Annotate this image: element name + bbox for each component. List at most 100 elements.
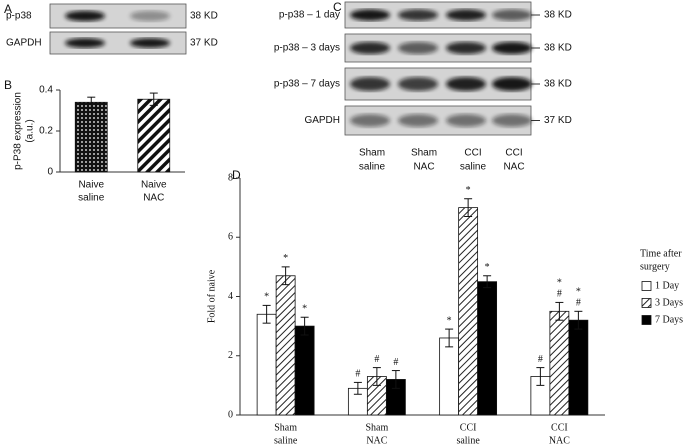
blot-band (350, 114, 390, 127)
blot-band (130, 38, 170, 48)
significance-mark: * (283, 253, 288, 264)
bar (477, 281, 498, 416)
blot-band (492, 114, 532, 127)
legend-label: 1 Day (655, 280, 679, 291)
y-tick-label: 8 (228, 172, 233, 183)
bar (294, 325, 315, 416)
blot-band (492, 41, 532, 55)
x-tick-label: Sham (274, 422, 297, 433)
x-tick-label: saline (78, 193, 105, 204)
significance-mark: # (393, 357, 398, 368)
x-tick-label: saline (456, 435, 480, 446)
significance-mark: * (485, 262, 490, 273)
x-tick-label: Naive (141, 180, 167, 191)
x-tick-label: NAC (366, 435, 387, 446)
lane-label: CCI (505, 148, 522, 159)
blot-label: p-p38 – 7 days (274, 79, 340, 90)
x-tick-label: NAC (549, 435, 570, 446)
significance-mark: # (374, 354, 379, 365)
lane-label: Sham (359, 148, 385, 159)
bar (256, 313, 277, 416)
blot-band (65, 10, 105, 22)
lane-label: saline (460, 162, 487, 173)
blot-band (446, 76, 486, 92)
blot-label: GAPDH (304, 115, 340, 126)
blot-band (130, 10, 170, 22)
lane-label: NAC (413, 162, 434, 173)
y-tick-label: 0 (47, 167, 53, 178)
x-tick-label: saline (274, 435, 298, 446)
panel-label: A (4, 2, 12, 16)
bar (568, 319, 589, 416)
blot-band (446, 114, 486, 127)
significance-mark: # (557, 289, 562, 300)
blot-band (446, 41, 486, 55)
legend-swatch (641, 298, 652, 308)
blot-size: 38 KD (190, 11, 218, 22)
x-tick-label: Sham (365, 422, 388, 433)
y-axis-label: Fold of naive (206, 269, 217, 323)
legend-title: surgery (640, 261, 670, 272)
significance-mark: # (355, 369, 360, 380)
significance-mark: * (264, 292, 269, 303)
bar (137, 98, 171, 173)
bar (439, 337, 460, 416)
legend-label: 3 Days (655, 297, 683, 308)
blot-size: 38 KD (544, 79, 572, 90)
panel-label: D (232, 168, 241, 182)
y-tick-label: 0.4 (39, 85, 53, 96)
significance-mark: * (466, 185, 471, 196)
y-axis-label: (a.u.) (25, 119, 36, 142)
bar (275, 275, 296, 416)
lane-label: CCI (464, 148, 481, 159)
blot-label: p-p38 – 3 days (274, 43, 340, 54)
blot-size: 38 KD (544, 10, 572, 21)
lane-label: NAC (503, 162, 524, 173)
chart: 0 2 4 6 8 Fold of naive Sham saline Sham NAC CCI sa… (206, 172, 683, 446)
legend-swatch (641, 315, 652, 325)
y-tick-label: 2 (228, 350, 233, 361)
y-tick-label: 6 (228, 232, 233, 243)
blot-band (350, 9, 390, 21)
legend-label: 7 Days (655, 314, 683, 325)
lane-label: saline (359, 162, 386, 173)
blot-band (398, 41, 438, 55)
blot-strip (49, 31, 187, 55)
x-tick-label: CCI (551, 422, 568, 433)
x-tick-label: NAC (143, 193, 164, 204)
blot-band (492, 76, 532, 92)
significance-mark: * (576, 287, 581, 298)
blot-size: 37 KD (190, 38, 218, 49)
blot-band (398, 9, 438, 21)
significance-mark: * (302, 304, 307, 315)
lane-label: Sham (411, 148, 437, 159)
x-tick-label: CCI (460, 422, 477, 433)
blot-band (492, 9, 532, 21)
x-tick-label: Naive (78, 180, 104, 191)
y-tick-label: 0.2 (39, 126, 53, 137)
blot-label: GAPDH (6, 38, 42, 49)
significance-mark: # (576, 298, 581, 309)
bar (74, 101, 108, 173)
blot-label: p-p38 – 1 day (279, 10, 340, 21)
blot-band (350, 76, 390, 92)
blot-band (65, 38, 105, 48)
significance-mark: * (447, 315, 452, 326)
blot-band (350, 41, 390, 55)
bar (458, 207, 479, 416)
blot-band (398, 76, 438, 92)
significance-mark: # (538, 354, 543, 365)
panel-label: B (4, 78, 12, 92)
legend-swatch (641, 281, 652, 291)
chart: 0 0.2 0.4 p-P38 expression (a.u.) Naive saline… (13, 85, 185, 204)
legend-title: Time after (640, 248, 682, 259)
y-tick-label: 4 (228, 291, 233, 302)
y-tick-label: 0 (228, 409, 233, 420)
blot-label: p-p38 (6, 11, 32, 22)
blot-size: 37 KD (544, 115, 572, 126)
panel-label: C (333, 0, 342, 14)
bar (549, 310, 570, 416)
blot-band (398, 114, 438, 127)
significance-mark: * (557, 278, 562, 289)
